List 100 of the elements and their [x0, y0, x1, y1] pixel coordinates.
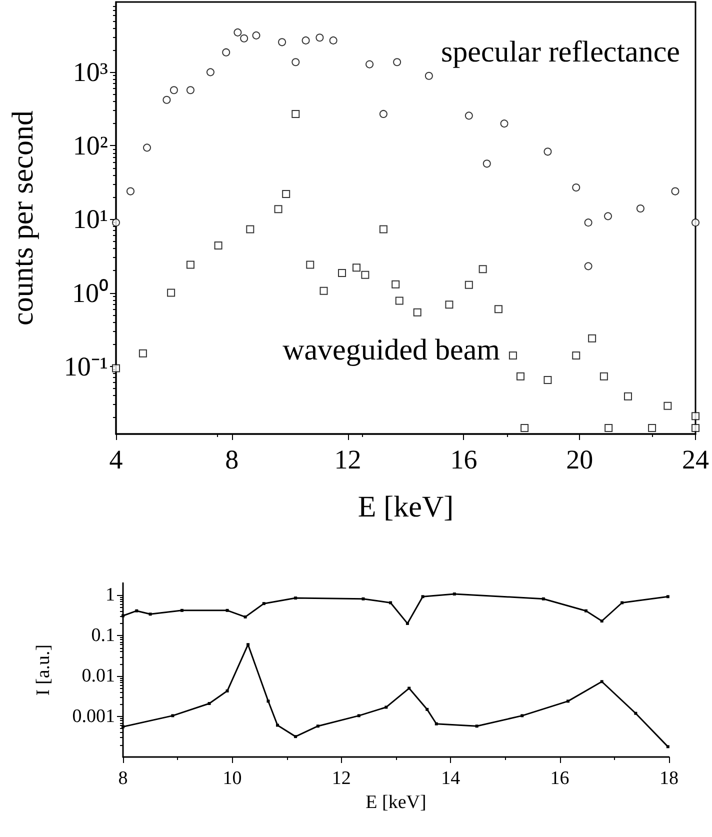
point — [206, 68, 214, 76]
point — [186, 86, 194, 94]
point — [664, 402, 672, 410]
point — [392, 280, 400, 288]
y-tick-label: 10⁰ — [72, 278, 108, 308]
point — [366, 60, 374, 68]
point — [600, 620, 604, 622]
point — [252, 31, 260, 40]
point — [584, 218, 592, 227]
point — [566, 700, 570, 703]
point — [648, 424, 656, 432]
point — [464, 112, 473, 120]
x-tick-label: 24 — [682, 444, 710, 474]
point — [406, 622, 409, 625]
point — [671, 187, 680, 196]
point — [500, 120, 508, 128]
point — [306, 260, 314, 269]
point — [379, 225, 388, 234]
point — [572, 352, 580, 360]
point — [516, 372, 524, 380]
point — [316, 724, 320, 728]
point — [445, 300, 454, 309]
x-tick-label: 18 — [660, 768, 678, 789]
point — [408, 686, 411, 690]
point — [520, 714, 524, 718]
point — [666, 595, 670, 598]
point — [588, 334, 596, 342]
point — [171, 714, 174, 718]
point — [208, 702, 211, 706]
y-tick-label: 1 — [106, 584, 115, 606]
point — [424, 72, 433, 80]
x-tick-label: 20 — [566, 444, 594, 474]
series-label: waveguided beam — [282, 334, 500, 366]
point — [395, 296, 404, 305]
point — [584, 262, 592, 270]
point — [294, 596, 298, 600]
point — [600, 680, 604, 684]
point — [692, 424, 700, 432]
y-tick-label: 10¹ — [72, 204, 108, 234]
point — [692, 412, 700, 420]
point — [666, 745, 670, 748]
point — [544, 376, 552, 384]
point — [352, 264, 360, 272]
y-tick-label: 0.1 — [91, 625, 115, 646]
point — [266, 700, 270, 703]
y-tick-label: 0.001 — [72, 706, 115, 728]
point — [475, 724, 478, 728]
point — [494, 305, 502, 314]
point — [186, 260, 194, 269]
point — [167, 288, 176, 297]
point — [584, 609, 588, 612]
point — [246, 225, 254, 234]
point — [112, 218, 120, 227]
y-tick-label: 0.01 — [82, 666, 115, 687]
point — [282, 190, 290, 198]
point — [292, 58, 300, 66]
y-tick-label: 10⁻¹ — [64, 351, 108, 382]
point — [316, 34, 324, 42]
point — [478, 265, 487, 274]
x-tick-label: 8 — [225, 444, 239, 474]
point — [413, 308, 422, 316]
point — [222, 48, 230, 56]
point — [389, 601, 392, 604]
x-tick-label: 12 — [332, 768, 351, 789]
point — [274, 205, 282, 214]
point — [278, 38, 286, 46]
series-label: specular reflectance — [441, 36, 680, 68]
point — [162, 96, 171, 104]
point — [421, 595, 424, 598]
x-tick-label: 16 — [550, 768, 570, 789]
point — [452, 592, 456, 596]
y-axis-title: I [a.u.] — [33, 644, 54, 696]
point — [180, 608, 184, 612]
x-axis-title: E [keV] — [366, 792, 426, 813]
point — [520, 424, 529, 432]
point — [620, 601, 624, 604]
point — [482, 160, 491, 168]
point — [292, 110, 300, 118]
point — [464, 280, 473, 289]
point — [226, 608, 229, 612]
point — [426, 708, 429, 711]
point — [604, 212, 612, 220]
point — [148, 612, 152, 616]
point — [636, 204, 644, 212]
y-tick-label: 10² — [72, 130, 108, 161]
x-tick-label: 16 — [450, 444, 478, 474]
point — [338, 268, 346, 277]
point — [143, 144, 152, 152]
point — [246, 643, 250, 646]
point — [234, 28, 242, 36]
point — [542, 597, 545, 600]
point — [357, 714, 360, 718]
x-tick-label: 4 — [109, 444, 124, 474]
point — [692, 218, 700, 227]
point — [135, 609, 138, 612]
point — [138, 349, 147, 358]
point — [214, 241, 222, 250]
y-tick-label: 10³ — [72, 57, 108, 88]
point — [379, 110, 388, 118]
point — [294, 735, 298, 738]
